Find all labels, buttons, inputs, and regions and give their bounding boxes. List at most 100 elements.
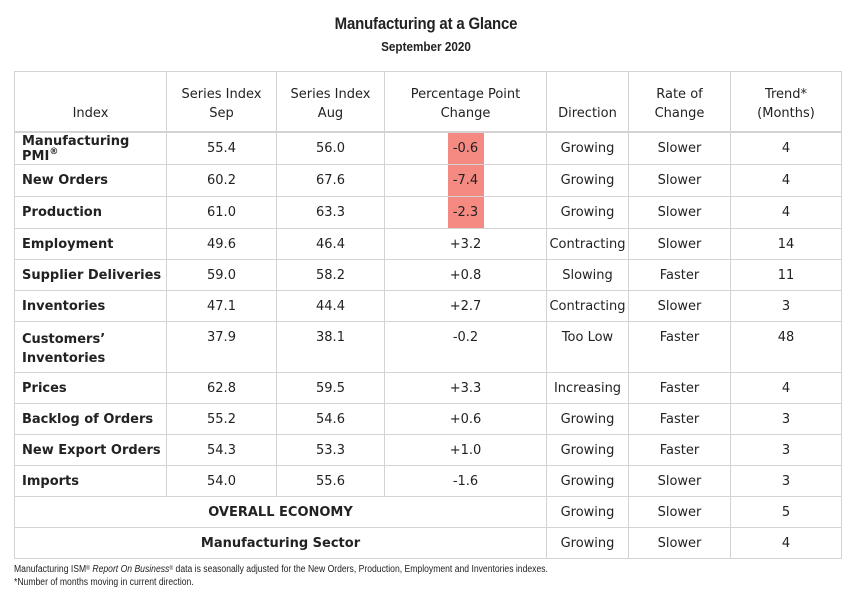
row-name: Employment [14, 228, 167, 260]
row-name: Imports [14, 465, 167, 497]
row-trend: 11 [730, 259, 842, 291]
row-sep: 54.0 [166, 465, 277, 497]
row-trend: 14 [730, 228, 842, 260]
row-aug: 55.6 [276, 465, 385, 497]
summary-trend: 4 [730, 527, 842, 559]
row-change: +0.6 [384, 403, 547, 435]
row-sep: 55.2 [166, 403, 277, 435]
row-name: Manufacturing PMI® [14, 131, 167, 165]
table-row: Manufacturing PMI® 55.4 56.0 -0.6 Growin… [14, 131, 842, 165]
row-change: +2.7 [384, 290, 547, 322]
change-highlight: -0.6 [447, 133, 484, 164]
summary-row: OVERALL ECONOMY Growing Slower 5 [14, 496, 842, 528]
row-direction: Growing [546, 465, 629, 497]
row-sep: 54.3 [166, 434, 277, 466]
summary-direction: Growing [546, 527, 629, 559]
row-direction: Slowing [546, 259, 629, 291]
table-row: New Orders 60.2 67.6 -7.4 Growing Slower… [14, 164, 842, 197]
row-trend: 3 [730, 434, 842, 466]
header-rate: Rate of Change [628, 71, 731, 133]
row-sep: 47.1 [166, 290, 277, 322]
row-name: New Orders [14, 164, 167, 197]
row-sep: 49.6 [166, 228, 277, 260]
row-change: +3.3 [384, 372, 547, 404]
row-trend: 3 [730, 403, 842, 435]
header-index: Index [14, 71, 167, 133]
summary-label: Manufacturing Sector [14, 527, 547, 559]
table-row: Inventories 47.1 44.4 +2.7 Contracting S… [14, 290, 842, 322]
row-rate: Faster [628, 403, 731, 435]
row-rate: Faster [628, 434, 731, 466]
row-change: -7.4 [384, 164, 547, 197]
row-rate: Slower [628, 290, 731, 322]
summary-direction: Growing [546, 496, 629, 528]
row-name: Backlog of Orders [14, 403, 167, 435]
row-name: Supplier Deliveries [14, 259, 167, 291]
row-change: -2.3 [384, 196, 547, 229]
row-direction: Growing [546, 403, 629, 435]
row-change: -0.2 [384, 321, 547, 373]
row-rate: Slower [628, 465, 731, 497]
row-aug: 46.4 [276, 228, 385, 260]
row-rate: Faster [628, 321, 731, 373]
report-title: Manufacturing at a Glance [334, 14, 518, 33]
row-direction: Growing [546, 196, 629, 229]
row-change: +0.8 [384, 259, 547, 291]
row-trend: 48 [730, 321, 842, 373]
title-block: Manufacturing at a Glance September 2020 [0, 14, 852, 54]
row-change: +3.2 [384, 228, 547, 260]
row-trend: 4 [730, 164, 842, 197]
table-row: Backlog of Orders 55.2 54.6 +0.6 Growing… [14, 403, 842, 435]
row-aug: 63.3 [276, 196, 385, 229]
row-trend: 3 [730, 290, 842, 322]
row-aug: 67.6 [276, 164, 385, 197]
header-sep: Series Index Sep [166, 71, 277, 133]
report-subtitle: September 2020 [381, 39, 471, 54]
table-row: Supplier Deliveries 59.0 58.2 +0.8 Slowi… [14, 259, 842, 291]
summary-trend: 5 [730, 496, 842, 528]
row-name: Inventories [14, 290, 167, 322]
row-name: Prices [14, 372, 167, 404]
row-direction: Increasing [546, 372, 629, 404]
row-direction: Too Low [546, 321, 629, 373]
row-change: -0.6 [384, 131, 547, 165]
header-change: Percentage Point Change [384, 71, 547, 133]
row-name: New Export Orders [14, 434, 167, 466]
summary-row: Manufacturing Sector Growing Slower 4 [14, 527, 842, 559]
header-direction: Direction [546, 71, 629, 133]
row-direction: Growing [546, 434, 629, 466]
row-direction: Growing [546, 164, 629, 197]
row-trend: 3 [730, 465, 842, 497]
row-trend: 4 [730, 196, 842, 229]
row-name: Production [14, 196, 167, 229]
footnote-line-1: Manufacturing ISM® Report On Business® d… [14, 564, 548, 575]
row-rate: Faster [628, 259, 731, 291]
row-aug: 56.0 [276, 131, 385, 165]
table-row: New Export Orders 54.3 53.3 +1.0 Growing… [14, 434, 842, 466]
manufacturing-table: Index Series Index Sep Series Index Aug Pe… [14, 71, 842, 559]
row-name: Customers’ Inventories [14, 321, 167, 373]
row-sep: 60.2 [166, 164, 277, 197]
summary-rate: Slower [628, 527, 731, 559]
row-aug: 38.1 [276, 321, 385, 373]
table-row: Production 61.0 63.3 -2.3 Growing Slower… [14, 196, 842, 229]
footnote-line-2: *Number of months moving in current dire… [14, 577, 194, 588]
row-direction: Growing [546, 131, 629, 165]
row-sep: 55.4 [166, 131, 277, 165]
footnote: Manufacturing ISM® Report On Business® d… [14, 563, 548, 589]
table-header-row: Index Series Index Sep Series Index Aug Pe… [14, 71, 842, 133]
summary-label: OVERALL ECONOMY [14, 496, 547, 528]
change-highlight: -7.4 [447, 165, 484, 196]
row-change: +1.0 [384, 434, 547, 466]
row-rate: Slower [628, 196, 731, 229]
row-sep: 59.0 [166, 259, 277, 291]
row-rate: Slower [628, 164, 731, 197]
header-aug: Series Index Aug [276, 71, 385, 133]
row-aug: 58.2 [276, 259, 385, 291]
header-trend: Trend* (Months) [730, 71, 842, 133]
table-row: Customers’ Inventories 37.9 38.1 -0.2 Too… [14, 321, 842, 373]
row-rate: Faster [628, 372, 731, 404]
row-sep: 62.8 [166, 372, 277, 404]
row-trend: 4 [730, 131, 842, 165]
table-row: Imports 54.0 55.6 -1.6 Growing Slower 3 [14, 465, 842, 497]
